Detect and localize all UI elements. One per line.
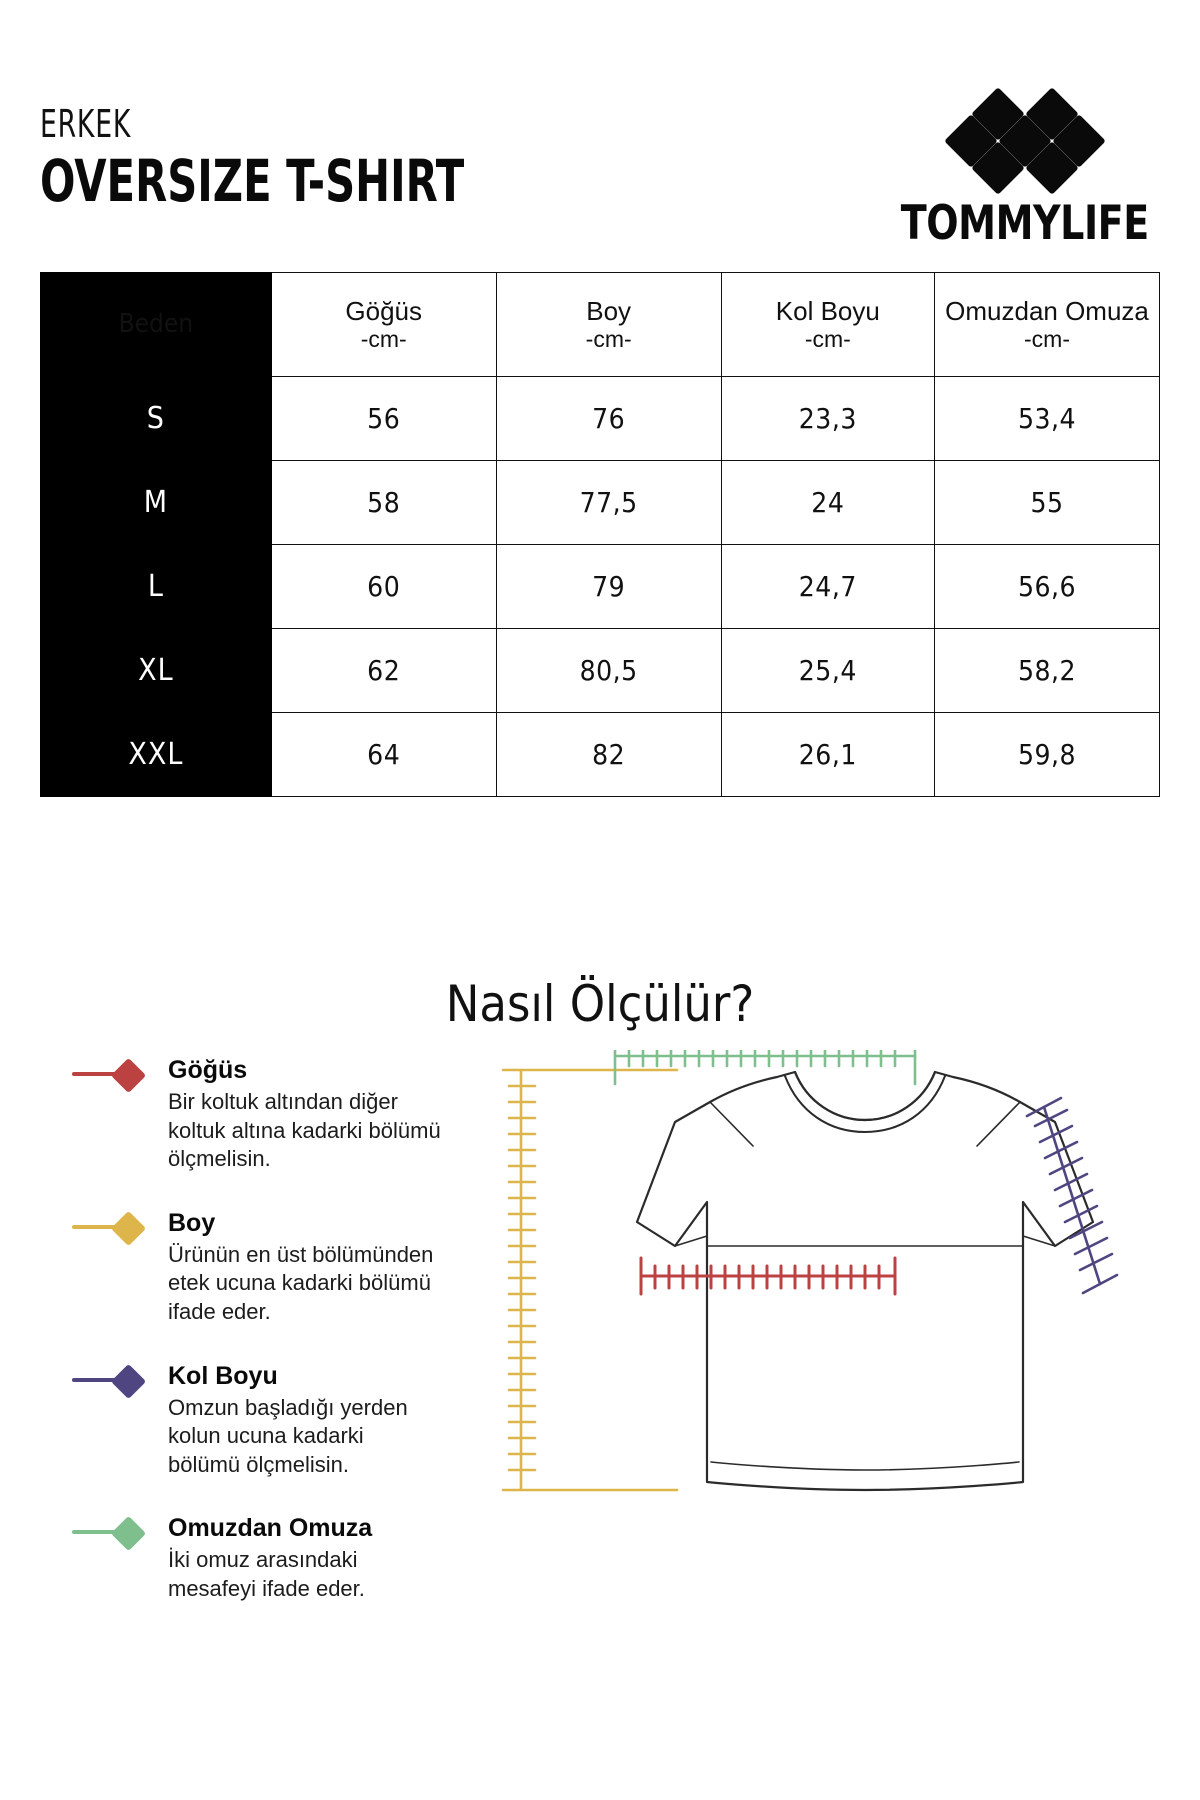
table-row: L 60 79 24,7 56,6 — [40, 544, 1160, 629]
how-to-measure-title: Nasıl Ölçülür? — [445, 975, 755, 1033]
column-header-beden-label: Beden — [118, 309, 194, 340]
diamond-marker-icon — [72, 1057, 154, 1094]
cell-gogus: 62 — [270, 628, 497, 713]
cell-gogus: 60 — [270, 544, 497, 629]
column-header-boy-unit: -cm- — [585, 326, 632, 353]
legend-desc-omuzdan-omuza: İki omuz arasındaki mesafeyi ifade eder. — [168, 1547, 365, 1601]
table-row: M 58 77,5 24 55 — [40, 460, 1160, 545]
brand-logo: TOMMYLIFE — [890, 87, 1160, 251]
size-table-head: Beden Göğüs -cm- Boy -cm- Kol Boyu -cm- … — [40, 272, 1160, 377]
cell-boy: 82 — [495, 712, 722, 797]
column-header-kol-boyu-unit: -cm- — [804, 326, 851, 353]
legend-item-omuzdan-omuza: Omuzdan Omuza İki omuz arasındaki mesafe… — [72, 1513, 492, 1603]
cell-beden: XL — [40, 628, 272, 713]
legend-desc-gogus: Bir koltuk altından diğer koltuk altına … — [168, 1089, 441, 1172]
diamond-marker-icon — [72, 1516, 154, 1552]
legend-item-kol-boyu: Kol Boyu Omzun başladığı yerden kolun uc… — [72, 1361, 492, 1480]
column-header-beden: Beden — [40, 272, 272, 377]
legend-item-boy: Boy Ürünün en üst bölümünden etek ucuna … — [72, 1208, 492, 1327]
page-kicker: ERKEK — [40, 102, 132, 146]
cell-boy: 76 — [495, 376, 722, 461]
cell-kol-boyu: 25,4 — [720, 628, 936, 713]
cell-boy: 80,5 — [495, 628, 722, 713]
page-header: ERKEK OVERSIZE T-SHIRT TOMMYLIFE — [40, 87, 1160, 251]
table-header-row: Beden Göğüs -cm- Boy -cm- Kol Boyu -cm- … — [40, 272, 1160, 377]
column-header-gogus-unit: -cm- — [360, 326, 407, 353]
column-header-omuzdan-omuza-unit: -cm- — [1024, 326, 1070, 353]
cell-omuzdan-omuza: 53,4 — [934, 376, 1160, 461]
legend-desc-kol-boyu: Omzun başladığı yerden kolun ucuna kadar… — [168, 1394, 408, 1477]
cell-beden: XXL — [40, 712, 272, 797]
cell-omuzdan-omuza: 56,6 — [934, 544, 1160, 629]
cell-gogus: 58 — [270, 460, 497, 545]
table-row: XXL 64 82 26,1 59,8 — [40, 712, 1160, 797]
table-row: XL 62 80,5 25,4 58,2 — [40, 628, 1160, 713]
cell-boy: 77,5 — [495, 460, 722, 545]
legend-item-gogus: Göğüs Bir koltuk altından diğer koltuk a… — [72, 1055, 492, 1174]
title-block: ERKEK OVERSIZE T-SHIRT — [40, 105, 570, 212]
legend-desc-boy: Ürünün en üst bölümünden etek ucuna kada… — [168, 1241, 434, 1324]
legend-term-gogus: Göğüs — [168, 1056, 248, 1084]
size-table-body: S 56 76 23,3 53,4 M 58 77,5 24 55 L 60 7… — [40, 376, 1160, 797]
cell-boy: 79 — [495, 544, 722, 629]
brand-wordmark: TOMMYLIFE — [901, 196, 1149, 251]
measure-kol-boyu-ruler — [1025, 1096, 1119, 1295]
column-header-omuzdan-omuza: Omuzdan Omuza -cm- — [934, 272, 1160, 377]
cell-kol-boyu: 23,3 — [720, 376, 936, 461]
column-header-kol-boyu-label: Kol Boyu — [775, 295, 880, 326]
diamond-lattice-icon — [944, 87, 1106, 195]
measure-boy-ruler — [501, 1068, 679, 1492]
cell-omuzdan-omuza: 59,8 — [934, 712, 1160, 797]
cell-kol-boyu: 24 — [720, 460, 936, 545]
column-header-kol-boyu: Kol Boyu -cm- — [720, 272, 936, 377]
diamond-marker-icon — [72, 1363, 154, 1399]
column-header-boy: Boy -cm- — [495, 272, 722, 377]
cell-kol-boyu: 24,7 — [720, 544, 936, 629]
cell-gogus: 56 — [270, 376, 497, 461]
column-header-boy-label: Boy — [586, 295, 632, 326]
cell-gogus: 64 — [270, 712, 497, 797]
cell-beden: S — [40, 376, 272, 461]
tshirt-measurement-diagram — [495, 1050, 1185, 1690]
measure-gogus-ruler — [639, 1256, 897, 1296]
cell-beden: L — [40, 544, 272, 629]
size-table: Beden Göğüs -cm- Boy -cm- Kol Boyu -cm- … — [40, 272, 1160, 797]
cell-omuzdan-omuza: 58,2 — [934, 628, 1160, 713]
table-row: S 56 76 23,3 53,4 — [40, 376, 1160, 461]
page-title: OVERSIZE T-SHIRT — [40, 147, 465, 215]
column-header-gogus-label: Göğüs — [345, 295, 422, 326]
column-header-omuzdan-omuza-label: Omuzdan Omuza — [945, 295, 1149, 326]
legend-term-omuzdan-omuza: Omuzdan Omuza — [168, 1514, 373, 1543]
measure-omuzdan-omuza-ruler — [613, 1050, 917, 1086]
measurement-legend: Göğüs Bir koltuk altından diğer koltuk a… — [72, 1055, 492, 1604]
legend-term-kol-boyu: Kol Boyu — [168, 1361, 278, 1390]
diamond-marker-icon — [72, 1210, 154, 1246]
cell-beden: M — [40, 460, 272, 545]
cell-kol-boyu: 26,1 — [720, 712, 936, 797]
legend-term-boy: Boy — [168, 1208, 216, 1237]
column-header-gogus: Göğüs -cm- — [270, 272, 497, 377]
cell-omuzdan-omuza: 55 — [934, 460, 1160, 545]
